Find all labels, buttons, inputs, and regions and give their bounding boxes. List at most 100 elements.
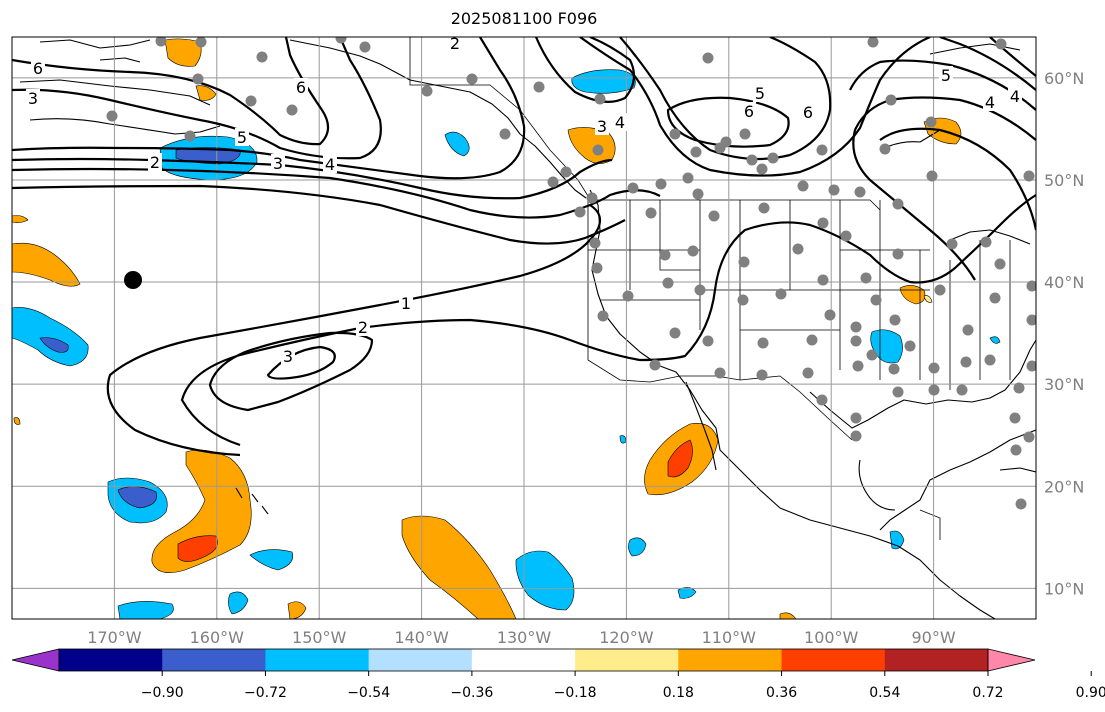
station-dot	[956, 384, 968, 396]
station-dot	[840, 230, 852, 242]
station-dot	[106, 110, 118, 122]
station-dot	[850, 321, 862, 333]
station-dot	[560, 166, 572, 178]
colorbar-extend-high	[987, 648, 1036, 672]
station-dot	[1026, 314, 1036, 326]
contour-1	[106, 204, 602, 457]
station-dot	[682, 172, 694, 184]
station-dot	[1009, 412, 1021, 424]
station-dot	[767, 152, 779, 164]
station-dot	[702, 335, 714, 347]
station-dot	[889, 314, 901, 326]
station-dot	[714, 367, 726, 379]
contour-label: 4	[615, 113, 625, 132]
contour-label: 3	[273, 154, 283, 173]
lon-label: 140°W	[394, 628, 449, 647]
station-dot	[757, 337, 769, 349]
colorbar-segment	[781, 649, 886, 671]
lat-label: 20°N	[1044, 477, 1084, 496]
station-dot	[702, 52, 714, 64]
colorbar-tick-label: 0.72	[972, 685, 1003, 701]
contour-3	[208, 331, 374, 412]
station-dot	[870, 294, 882, 306]
station-dot	[499, 128, 511, 140]
station-dot	[995, 38, 1007, 50]
station-dot	[627, 182, 639, 194]
station-markers	[106, 37, 1036, 510]
station-dot	[980, 236, 992, 248]
station-dot	[1026, 280, 1036, 292]
colorbar-segment	[368, 649, 473, 671]
station-dot	[286, 104, 298, 116]
station-dot	[669, 128, 681, 140]
highlight-marker	[124, 271, 142, 289]
station-dot	[775, 288, 787, 300]
station-dot	[591, 262, 603, 274]
station-dot	[892, 386, 904, 398]
station-dot	[547, 176, 559, 188]
station-dot	[1026, 360, 1036, 372]
contour-label: 2	[358, 318, 368, 337]
anomaly-area-far-west	[12, 242, 81, 287]
contour-label: 6	[296, 78, 306, 97]
station-dot	[1023, 170, 1035, 182]
colorbar-segment	[265, 649, 370, 671]
station-dot	[466, 73, 478, 85]
station-dot	[888, 363, 900, 375]
station-dot	[854, 186, 866, 198]
colorbar: −0.90 −0.72 −0.54 −0.36 −0.18 0.18 0.36 0.54 0.7…	[11, 648, 1105, 701]
station-dot	[817, 217, 829, 229]
map-title: 2025081100 F096	[450, 9, 598, 28]
contour-label: 2	[150, 153, 160, 172]
lat-label: 10°N	[1044, 579, 1084, 598]
anomaly-area-bering	[164, 38, 202, 67]
station-dot	[738, 256, 750, 268]
coastlines	[19, 39, 1036, 619]
station-dot	[335, 37, 347, 44]
station-dot	[245, 95, 257, 107]
lon-label: 160°W	[190, 628, 245, 647]
station-dot	[860, 272, 872, 284]
station-dot	[586, 192, 598, 204]
station-dot	[574, 206, 586, 218]
contour-lines	[12, 37, 1036, 457]
contour-label: 3	[597, 117, 607, 136]
station-dot	[816, 144, 828, 156]
colorbar-tick-label: −0.36	[450, 685, 493, 701]
contour-label: 5	[755, 84, 765, 103]
station-dot	[792, 243, 804, 255]
station-dot	[994, 258, 1006, 270]
anomaly-area-east-pacific	[515, 550, 575, 611]
station-dot	[850, 335, 862, 347]
station-dot	[806, 334, 818, 346]
station-dot	[797, 180, 809, 192]
contour-label: 6	[803, 103, 813, 122]
anomaly-area-west-pacific	[12, 307, 89, 367]
contour-label: 6	[33, 59, 43, 78]
colorbar-extend-low	[11, 648, 60, 672]
colorbar-segment	[575, 649, 679, 671]
contour-label: 3	[28, 89, 38, 108]
station-dot	[533, 81, 545, 93]
station-dot	[594, 93, 606, 105]
contour-label: 2	[450, 34, 460, 53]
station-dot	[925, 116, 937, 128]
colorbar-tick-label: 0.36	[766, 685, 797, 701]
longitude-labels: 170°W 160°W 150°W 140°W 130°W 120°W 110°W 100°W…	[87, 628, 956, 647]
station-dot	[866, 349, 878, 361]
station-dot	[852, 360, 864, 372]
station-dot	[962, 324, 974, 336]
colorbar-tick-label: 0.54	[869, 685, 900, 701]
station-dot	[850, 430, 862, 442]
station-dot	[155, 37, 167, 47]
anomaly-area-gulf-coast	[870, 329, 903, 364]
contour-label: 4	[985, 93, 995, 112]
contour-3-inner	[266, 345, 336, 380]
station-dot	[984, 354, 996, 366]
contour-label: 4	[1010, 87, 1020, 106]
station-dot	[904, 340, 916, 352]
lon-label: 120°W	[599, 628, 654, 647]
anomaly-area-gulf-alaska-north	[571, 69, 636, 94]
